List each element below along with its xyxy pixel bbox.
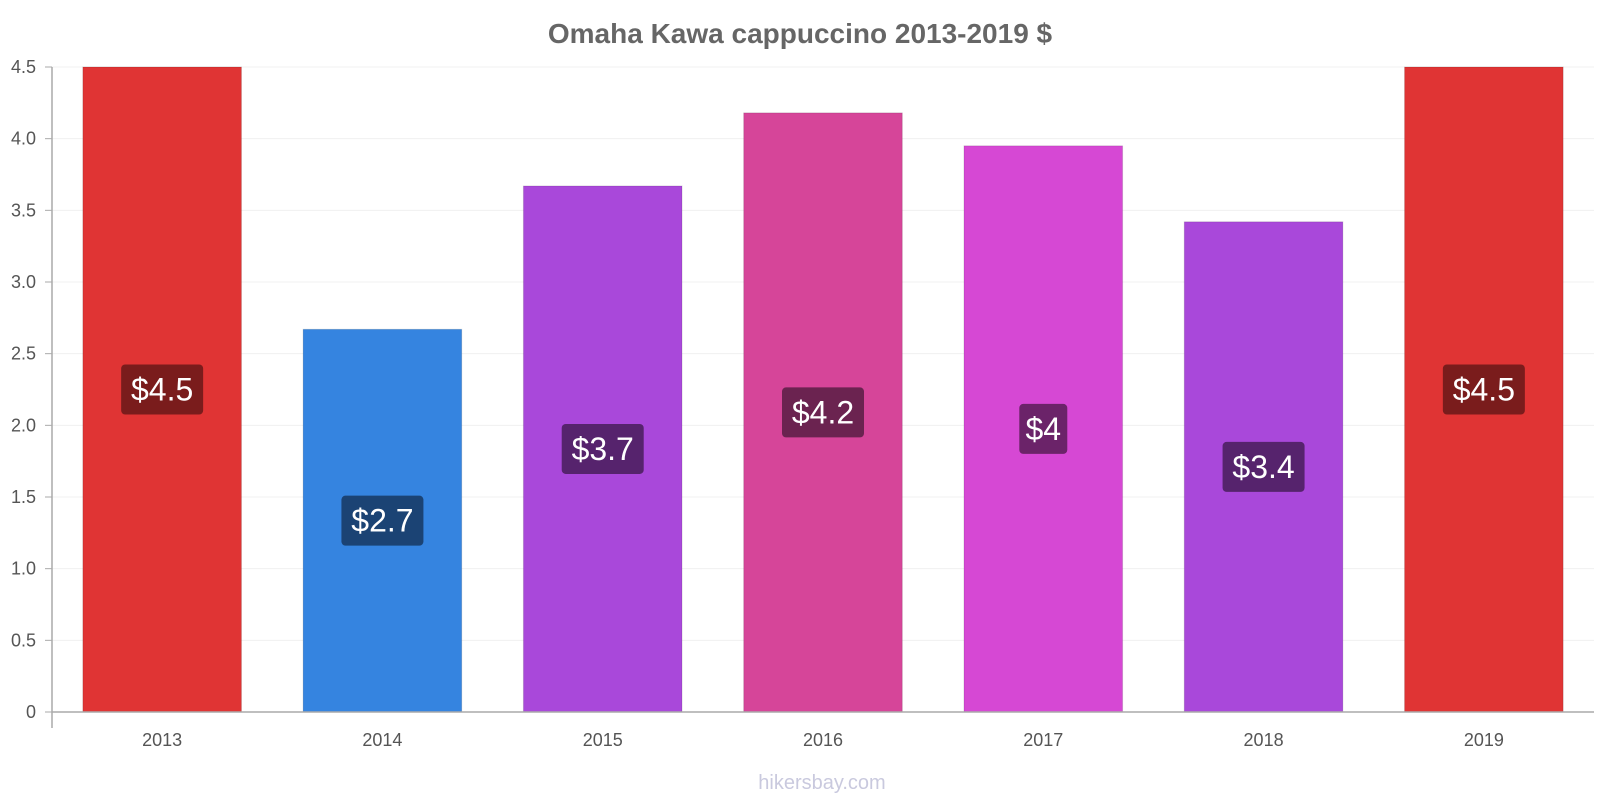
data-label-background — [1019, 403, 1068, 454]
data-label-background — [1442, 364, 1525, 415]
x-tick-label: 2014 — [362, 730, 402, 750]
y-tick-label: 1.0 — [11, 559, 36, 579]
watermark: hikersbay.com — [758, 772, 885, 794]
data-label-background — [1222, 441, 1305, 492]
data-label: $3.7 — [572, 431, 634, 467]
x-tick-label: 2016 — [803, 730, 843, 750]
data-label-background — [782, 387, 864, 438]
x-tick-label: 2017 — [1023, 730, 1063, 750]
data-label: $4.5 — [131, 372, 193, 408]
data-label-background — [341, 495, 424, 546]
data-label: $3.4 — [1232, 449, 1294, 485]
data-labels: $4.5 $2.7 $3.7 $4.2 $4 $3.4 $4.5 — [121, 364, 1525, 546]
y-tick-label: 2.0 — [11, 415, 36, 435]
bars — [82, 66, 1564, 713]
chart-title: Omaha Kawa cappuccino 2013-2019 $ — [548, 18, 1053, 49]
data-label-background — [121, 364, 204, 415]
data-label-background — [561, 423, 644, 474]
x-tick-label: 2013 — [142, 730, 182, 750]
data-label: $2.7 — [351, 503, 413, 539]
y-tick-label: 4.0 — [11, 129, 36, 149]
x-tick-label: 2015 — [583, 730, 623, 750]
y-tick-label: 3.5 — [11, 200, 36, 220]
x-tick-label: 2018 — [1244, 730, 1284, 750]
y-tick-label: 4.5 — [11, 57, 36, 77]
y-tick-label: 2.5 — [11, 344, 36, 364]
y-tick-label: 0.5 — [11, 630, 36, 650]
data-label: $4 — [1025, 411, 1061, 447]
y-tick-label: 0 — [26, 702, 36, 722]
y-tick-label: 3.0 — [11, 272, 36, 292]
y-tick-label: 1.5 — [11, 487, 36, 507]
data-label: $4.5 — [1453, 372, 1515, 408]
axes: 0 0.5 1.0 1.5 2.0 2.5 3.0 3.5 4.0 4.5 2013 2014 2015… — [11, 57, 1594, 750]
x-tick-label: 2019 — [1464, 730, 1504, 750]
data-label: $4.2 — [792, 394, 854, 430]
bar — [82, 66, 242, 713]
